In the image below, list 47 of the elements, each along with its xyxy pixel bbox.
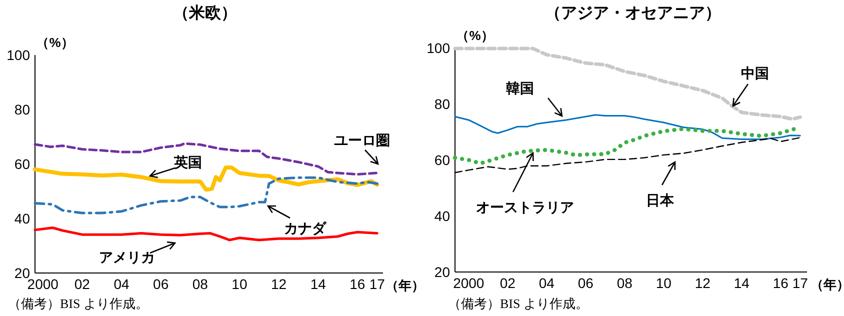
x-tick-label: 06 xyxy=(578,275,594,291)
y-tick-label: 40 xyxy=(434,208,450,224)
y-tick-label: 80 xyxy=(14,101,30,118)
x-axis-title: （年） xyxy=(810,277,844,292)
y-tick-label: 40 xyxy=(14,210,30,226)
x-tick-label: 16 xyxy=(350,276,366,292)
series-label: 英国 xyxy=(173,154,202,170)
line-series xyxy=(453,46,802,121)
y-tick-label: 60 xyxy=(434,152,450,168)
x-tick-label: 06 xyxy=(153,276,169,292)
chart-title: （米欧） xyxy=(173,4,237,22)
x-tick-label: 08 xyxy=(616,275,633,291)
text: （備考）BIS より作成。 xyxy=(8,296,148,311)
line-series xyxy=(34,176,378,214)
text: 韓国 xyxy=(506,80,534,96)
x-tick-label: 16 xyxy=(772,275,789,291)
x-tick-label: 12 xyxy=(694,275,711,291)
y-axis-title: （%） xyxy=(36,35,74,50)
y-tick-label: 20 xyxy=(434,264,450,280)
x-tick-label: 17 xyxy=(792,275,808,291)
x-tick-label: 12 xyxy=(271,276,287,292)
line-series xyxy=(454,114,801,140)
series-label: カナダ xyxy=(284,220,327,236)
x-tick-label: 04 xyxy=(114,276,130,292)
x-tick-label: 04 xyxy=(538,275,555,291)
series-label: ユーロ圏 xyxy=(334,132,390,148)
x-tick-label: 14 xyxy=(310,276,326,292)
x-tick-label: 2000 xyxy=(453,275,484,291)
x-tick-label: 10 xyxy=(232,276,248,292)
chart-title: （アジア・オセアニア） xyxy=(545,5,721,22)
x-tick-label: 08 xyxy=(192,276,208,292)
y-tick-label: 100 xyxy=(426,40,450,56)
x-tick-label: 17 xyxy=(369,276,386,292)
x-tick-label: 10 xyxy=(656,275,672,291)
text: オーストラリア xyxy=(476,198,574,215)
x-tick-label: 02 xyxy=(500,275,516,291)
y-tick-label: 80 xyxy=(434,96,450,112)
y-axis-title: （%） xyxy=(456,28,494,43)
legend-label: 日本 xyxy=(646,192,675,208)
x-axis-title: （年） xyxy=(386,278,424,293)
series-label: 中国 xyxy=(741,64,769,81)
x-tick-label: 14 xyxy=(734,275,750,291)
text: （備考）BIS より作成。 xyxy=(448,296,588,311)
x-tick-label: 02 xyxy=(74,276,90,292)
y-tick-label: 60 xyxy=(14,156,30,172)
y-tick-label: 100 xyxy=(6,46,30,63)
series-label: アメリカ xyxy=(99,248,155,265)
